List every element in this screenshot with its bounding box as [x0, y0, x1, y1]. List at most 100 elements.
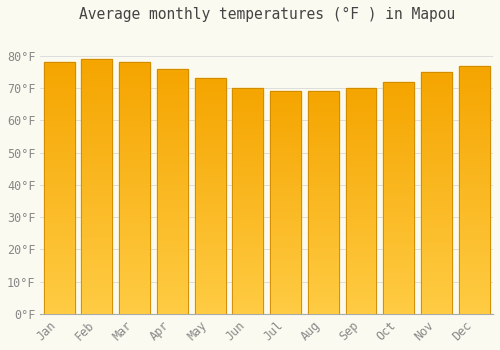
Bar — [308, 305, 338, 307]
Bar — [82, 103, 112, 105]
Bar — [194, 283, 226, 286]
Bar — [346, 142, 376, 145]
Bar — [157, 152, 188, 155]
Bar — [270, 105, 301, 107]
Bar — [308, 194, 338, 196]
Bar — [458, 90, 490, 93]
Bar — [232, 296, 264, 298]
Bar — [421, 120, 452, 123]
Bar — [421, 232, 452, 234]
Bar — [384, 279, 414, 281]
Bar — [44, 191, 74, 193]
Bar — [119, 228, 150, 231]
Bar — [157, 179, 188, 182]
Bar — [421, 210, 452, 212]
Bar — [384, 105, 414, 107]
Bar — [44, 85, 74, 88]
Bar — [270, 91, 301, 314]
Bar — [44, 118, 74, 120]
Bar — [82, 291, 112, 294]
Bar — [270, 254, 301, 256]
Bar — [346, 309, 376, 312]
Bar — [82, 281, 112, 283]
Bar — [194, 224, 226, 227]
Bar — [270, 209, 301, 211]
Bar — [346, 95, 376, 97]
Bar — [270, 260, 301, 263]
Bar — [270, 145, 301, 147]
Bar — [194, 304, 226, 307]
Bar — [194, 114, 226, 116]
Bar — [194, 281, 226, 283]
Bar — [421, 215, 452, 217]
Bar — [157, 292, 188, 294]
Bar — [232, 181, 264, 183]
Bar — [346, 307, 376, 309]
Bar — [119, 170, 150, 173]
Bar — [384, 216, 414, 219]
Bar — [157, 243, 188, 245]
Bar — [82, 237, 112, 240]
Bar — [421, 96, 452, 99]
Bar — [308, 145, 338, 147]
Bar — [82, 163, 112, 166]
Bar — [44, 145, 74, 148]
Bar — [308, 249, 338, 252]
Bar — [346, 178, 376, 181]
Bar — [119, 188, 150, 191]
Bar — [270, 118, 301, 120]
Bar — [157, 302, 188, 304]
Bar — [458, 120, 490, 122]
Bar — [270, 265, 301, 267]
Bar — [308, 93, 338, 96]
Bar — [458, 210, 490, 212]
Bar — [157, 162, 188, 164]
Bar — [270, 129, 301, 131]
Bar — [384, 312, 414, 314]
Bar — [421, 203, 452, 205]
Bar — [421, 101, 452, 104]
Bar — [194, 220, 226, 222]
Bar — [458, 170, 490, 172]
Bar — [458, 172, 490, 175]
Bar — [308, 294, 338, 296]
Bar — [421, 84, 452, 86]
Bar — [119, 198, 150, 201]
Bar — [384, 126, 414, 128]
Bar — [82, 105, 112, 107]
Bar — [157, 106, 188, 108]
Bar — [384, 165, 414, 168]
Bar — [232, 278, 264, 280]
Bar — [346, 129, 376, 131]
Bar — [308, 118, 338, 120]
Bar — [308, 167, 338, 169]
Bar — [119, 291, 150, 294]
Bar — [194, 196, 226, 198]
Bar — [194, 78, 226, 314]
Bar — [421, 161, 452, 164]
Bar — [194, 175, 226, 177]
Bar — [346, 160, 376, 163]
Bar — [270, 98, 301, 100]
Bar — [119, 266, 150, 268]
Bar — [44, 181, 74, 183]
Bar — [194, 234, 226, 236]
Bar — [270, 252, 301, 254]
Bar — [384, 179, 414, 182]
Bar — [384, 260, 414, 263]
Bar — [232, 273, 264, 275]
Bar — [458, 153, 490, 155]
Bar — [346, 88, 376, 314]
Bar — [421, 307, 452, 309]
Bar — [44, 218, 74, 221]
Bar — [44, 88, 74, 90]
Bar — [194, 102, 226, 104]
Bar — [384, 144, 414, 147]
Bar — [232, 113, 264, 115]
Bar — [82, 79, 112, 82]
Bar — [194, 290, 226, 293]
Bar — [421, 181, 452, 183]
Bar — [44, 274, 74, 276]
Bar — [194, 201, 226, 203]
Bar — [44, 279, 74, 281]
